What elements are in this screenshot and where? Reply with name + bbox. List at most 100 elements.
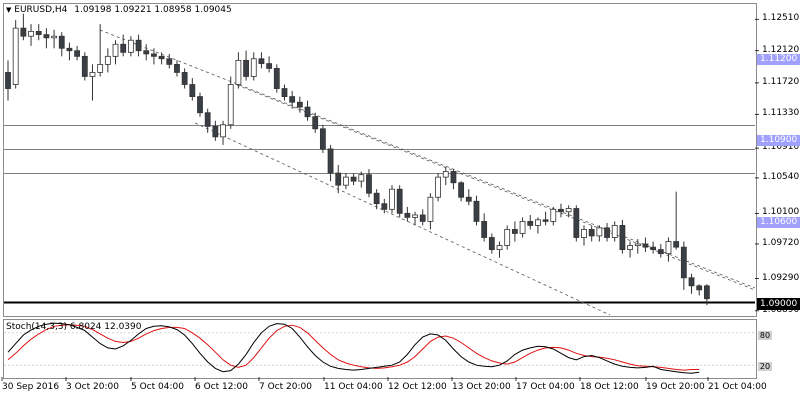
candle-bullish	[28, 30, 34, 37]
level-label-middle: 1.10900	[757, 135, 800, 146]
candle-bullish	[504, 229, 511, 246]
candle-bearish	[573, 208, 580, 238]
candle-bearish	[43, 34, 50, 39]
price-tick-label: 1.09720	[762, 237, 800, 248]
time-tick-label: 17 Oct 04:00	[516, 382, 575, 392]
candle-bearish	[74, 50, 81, 57]
candle-bearish	[703, 285, 710, 300]
candle-bullish	[389, 188, 395, 210]
stochastic-label: Stoch(14,3,3) 6.8024 12.0390	[6, 322, 142, 332]
candle-bearish	[189, 84, 196, 97]
candle-bullish	[427, 196, 434, 222]
candle-bullish	[634, 243, 641, 246]
candle-bullish	[535, 219, 541, 226]
candle-bearish	[289, 96, 296, 103]
candle-bearish	[381, 203, 388, 210]
candle-bearish	[204, 112, 211, 127]
candle-bearish	[151, 53, 157, 57]
time-tick-label: 3 Oct 20:00	[66, 382, 119, 392]
candle-bullish	[127, 39, 134, 53]
time-tick-label: 7 Oct 20:00	[259, 382, 312, 392]
stoch-level-20: 20	[758, 362, 772, 371]
price-tick-label: 1.09290	[762, 272, 800, 283]
candle-bullish	[519, 221, 526, 234]
stochastic-panel[interactable]	[3, 319, 757, 379]
candle-bearish	[650, 246, 657, 250]
time-tick-label: 6 Oct 12:00	[195, 382, 248, 392]
stoch-level-80: 80	[758, 331, 772, 340]
price-tick-label: 1.11330	[762, 108, 800, 119]
current-price-label: 1.09000	[757, 298, 800, 310]
candle-bearish	[273, 68, 280, 89]
price-tick-label: 1.12510	[762, 13, 800, 24]
time-tick-label: 11 Oct 04:00	[324, 382, 383, 392]
candle-bearish	[527, 221, 534, 226]
candle-bearish	[542, 219, 549, 222]
price-tick-label: 1.11720	[762, 76, 800, 87]
candle-bearish	[197, 96, 203, 114]
time-tick-label: 13 Oct 20:00	[452, 382, 511, 392]
candle-bearish	[58, 35, 65, 49]
candle-bearish	[404, 212, 411, 218]
time-tick-label: 19 Oct 20:00	[646, 382, 705, 392]
candle-bearish	[588, 229, 595, 237]
time-tick-label: 30 Sep 2016	[2, 382, 60, 392]
candle-bullish	[627, 245, 633, 250]
candle-bearish	[212, 125, 219, 138]
candle-bearish	[680, 246, 687, 279]
ohlc-values: 1.09198 1.09221 1.08958 1.09045	[74, 5, 232, 15]
candle-bullish	[12, 27, 19, 85]
candle-bearish	[281, 88, 288, 97]
candle-bearish	[396, 188, 403, 214]
candle-bearish	[458, 182, 465, 198]
candle-bearish	[66, 47, 73, 52]
candle-bearish	[350, 176, 357, 182]
candle-bearish	[143, 50, 150, 55]
candle-bearish	[327, 148, 334, 174]
candle-bearish	[166, 58, 173, 65]
candle-bullish	[442, 171, 449, 178]
candle-bearish	[673, 241, 680, 248]
candle-bullish	[412, 214, 418, 218]
candle-bearish	[488, 237, 495, 250]
candle-bearish	[266, 63, 273, 69]
candle-bearish	[366, 174, 372, 194]
price-tick-label: 1.10540	[762, 171, 800, 182]
candle-bullish	[235, 59, 242, 85]
stoch-signal-line	[7, 324, 700, 371]
candle-bullish	[665, 241, 672, 255]
candle-bullish	[550, 208, 557, 222]
candle-bearish	[20, 27, 27, 37]
candle-bullish	[220, 124, 226, 138]
candle-bearish	[135, 39, 142, 52]
price-tick-label: 1.10910	[762, 142, 800, 153]
symbol-label: EURUSD,H4	[14, 5, 68, 15]
candle-bullish	[358, 174, 365, 182]
candle-bullish	[496, 245, 503, 250]
candle-bearish	[181, 72, 188, 85]
price-tick-label: 1.10100	[762, 207, 800, 218]
candle-bearish	[558, 208, 564, 213]
candle-bearish	[619, 225, 626, 250]
candle-bearish	[5, 72, 11, 89]
dropdown-triangle-icon[interactable]: ▼	[6, 6, 12, 14]
price-chart-panel[interactable]	[3, 3, 757, 317]
candle-bearish	[243, 59, 249, 77]
candle-bearish	[258, 58, 265, 64]
candle-bearish	[319, 128, 326, 150]
candle-bullish	[611, 225, 618, 238]
stoch-main-line	[7, 322, 700, 374]
candle-bearish	[450, 171, 457, 184]
candle-bearish	[604, 227, 610, 238]
candle-bearish	[373, 192, 380, 205]
candle-bullish	[250, 58, 257, 77]
candle-bearish	[158, 55, 165, 60]
candle-bullish	[97, 63, 104, 73]
level-label-lower: 1.10600	[757, 217, 800, 228]
candle-bearish	[419, 214, 426, 222]
candle-bullish	[565, 208, 572, 213]
candle-bullish	[104, 55, 111, 65]
channel-upper-line	[99, 29, 756, 289]
time-tick-label: 18 Oct 12:00	[580, 382, 639, 392]
